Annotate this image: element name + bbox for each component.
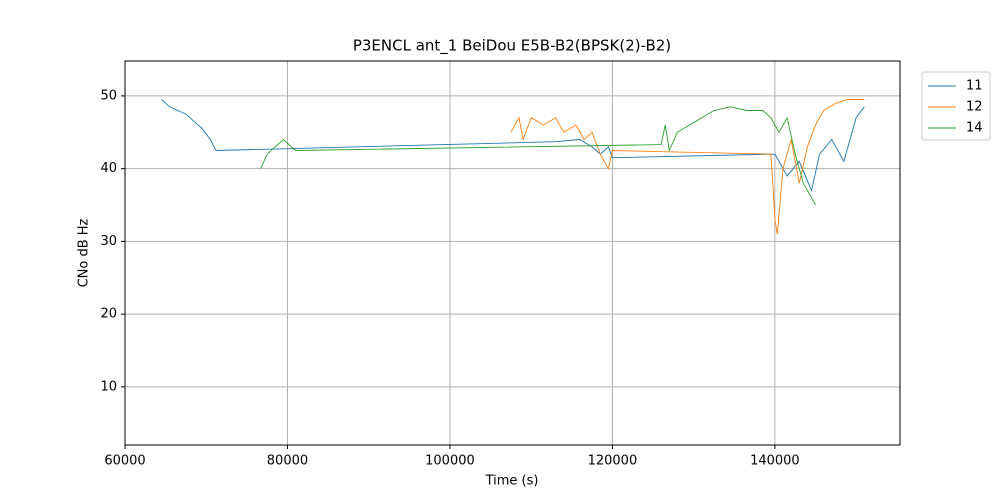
legend-box [921,71,991,141]
y-tick-label: 10 [100,379,117,394]
chart-title: P3ENCL ant_1 BeiDou E5B-B2(BPSK(2)-B2) [353,37,671,56]
y-tick-label: 30 [100,234,117,249]
plot-frame [124,60,901,446]
x-tick-label: 80000 [267,454,308,469]
x-axis-label: Time (s) [485,474,539,489]
series-line [161,99,865,192]
y-tick-label: 40 [100,161,117,176]
series-line [510,99,865,235]
x-tick-label: 120000 [588,454,638,469]
x-tick-label: 100000 [425,454,475,469]
legend-label: 11 [966,79,983,94]
y-axis-label: CNo dB Hz [77,218,92,287]
series-line [260,106,816,206]
x-tick-label: 60000 [104,454,145,469]
legend-label: 14 [966,121,983,136]
x-tick-label: 140000 [750,454,800,469]
legend-label: 12 [966,100,983,115]
y-tick-label: 50 [100,88,117,103]
y-tick-label: 20 [100,307,117,322]
